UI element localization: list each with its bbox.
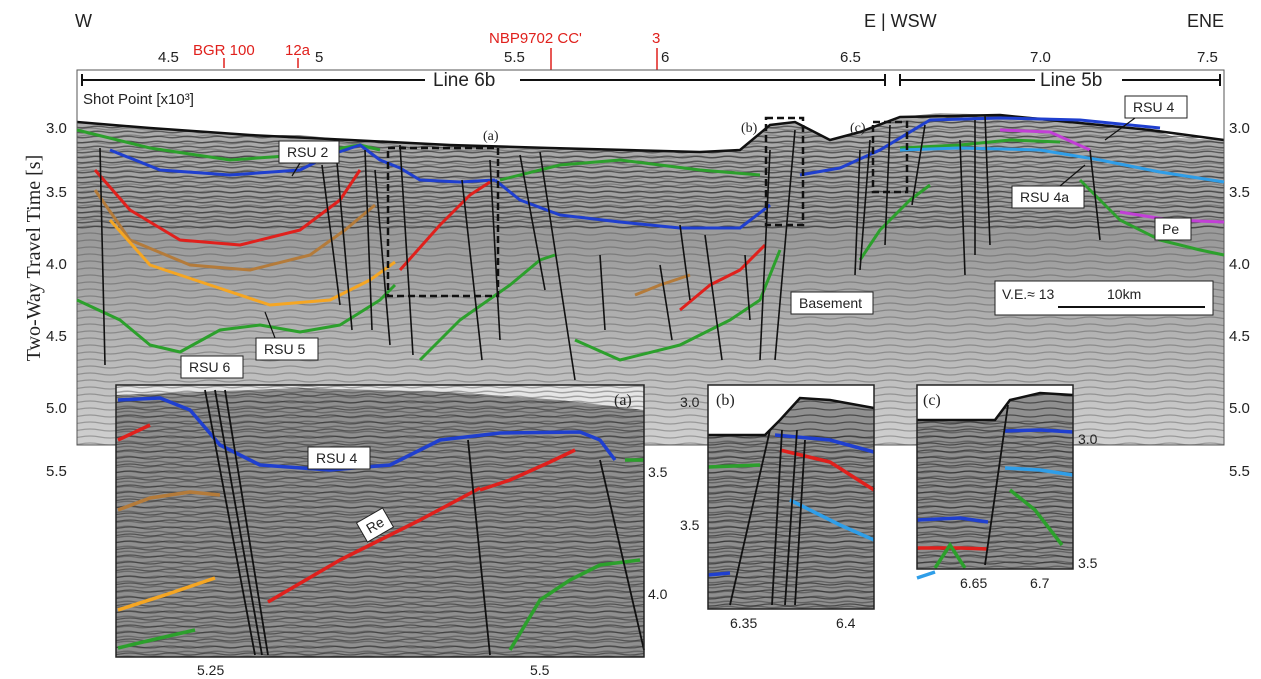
- inset-a-re: Re: [363, 514, 387, 537]
- svg-text:RSU 6: RSU 6: [189, 359, 230, 375]
- line6b-label: Line 6b: [433, 70, 495, 91]
- svg-text:5.0: 5.0: [46, 400, 67, 417]
- svg-text:3.0: 3.0: [46, 120, 67, 137]
- direction-e-wsw: E | WSW: [864, 11, 937, 31]
- label-rsu4a: RSU 4a: [1011, 164, 1086, 209]
- label-pe: Pe: [1154, 217, 1192, 241]
- label-rsu5: RSU 5: [255, 311, 319, 361]
- label-rsu4: RSU 4: [1104, 95, 1188, 141]
- inset-a-label: (a): [614, 392, 632, 409]
- svg-text:Pe: Pe: [1162, 221, 1179, 237]
- inset-b-ytick-3-5: 3.5: [680, 517, 700, 533]
- inset-box-a: [386, 146, 500, 298]
- horizon-green-right: [899, 138, 1061, 150]
- inset-b-xtick-6-35: 6.35: [730, 615, 757, 631]
- horizon-brown-right: [634, 273, 691, 297]
- sp-tick-5: 5: [315, 49, 323, 66]
- crossing-3: 3: [652, 30, 660, 47]
- inset-c-label: (c): [923, 392, 941, 409]
- label-rsu6: RSU 6: [180, 355, 244, 379]
- horizon-rsu2-blue: [109, 143, 496, 184]
- inset-a-rsu4: RSU 4: [316, 450, 357, 466]
- crossing-bgr100: BGR 100: [193, 42, 255, 59]
- box-label-a: (a): [483, 129, 499, 144]
- inset-a-ytick-3-5: 3.5: [648, 464, 668, 480]
- horizon-red-right: [679, 243, 767, 312]
- crossing-12a: 12a: [285, 42, 311, 59]
- seismic-section: [77, 70, 1224, 445]
- inset-box-b: [764, 116, 805, 227]
- horizon-rsu4-blue: [494, 178, 771, 230]
- faults: [99, 114, 1101, 381]
- svg-text:3.5: 3.5: [1229, 184, 1250, 201]
- label-rsu2: RSU 2: [278, 140, 340, 177]
- sp-tick-6-5: 6.5: [840, 49, 861, 66]
- svg-text:RSU 2: RSU 2: [287, 144, 328, 160]
- svg-text:5.5: 5.5: [46, 463, 67, 480]
- scale-box: V.E.≈ 13 10km: [994, 280, 1214, 316]
- sp-tick-7-5: 7.5: [1197, 49, 1218, 66]
- box-label-b: (b): [741, 121, 758, 136]
- inset-c-ytick-3-5: 3.5: [1078, 555, 1098, 571]
- svg-text:4.5: 4.5: [46, 328, 67, 345]
- inset-a-xtick-5-25: 5.25: [197, 662, 224, 678]
- y-ticks-right: 3.0 3.5 4.0 4.5 5.0 5.5: [1229, 120, 1250, 480]
- sp-tick-4-5: 4.5: [158, 49, 179, 66]
- crossing-nbp9702: NBP9702 CC': [489, 30, 582, 47]
- label-basement: Basement: [790, 291, 874, 315]
- horizon-green-deep: [418, 253, 556, 362]
- ve-label: V.E.≈ 13: [1002, 286, 1055, 302]
- horizon-rsu4a-magenta: [999, 128, 1091, 152]
- section-frame: [76, 69, 1225, 446]
- svg-text:4.0: 4.0: [1229, 256, 1250, 273]
- svg-text:5.0: 5.0: [1229, 400, 1250, 417]
- direction-ene: ENE: [1187, 11, 1224, 31]
- horizon-rsu6-green: [76, 283, 397, 354]
- inset-c-ytick-3-0: 3.0: [1078, 431, 1098, 447]
- svg-text:4.0: 4.0: [46, 256, 67, 273]
- scale-length: 10km: [1107, 286, 1141, 302]
- horizon-green-mid: [499, 158, 761, 182]
- svg-text:4.5: 4.5: [1229, 328, 1250, 345]
- horizon-basement-green: [858, 183, 931, 261]
- inset-c-xtick-6-7: 6.7: [1030, 575, 1050, 591]
- svg-text:RSU 5: RSU 5: [264, 341, 305, 357]
- sp-tick-7-0: 7.0: [1030, 49, 1051, 66]
- y-axis-label: Two-Way Travel Time [s]: [23, 155, 45, 361]
- inset-b: (b) 3.0 3.5 6.35 6.4: [680, 384, 875, 631]
- inset-b-xtick-6-4: 6.4: [836, 615, 856, 631]
- inset-c-xtick-6-65: 6.65: [960, 575, 987, 591]
- svg-text:5.5: 5.5: [1229, 463, 1250, 480]
- inset-b-label: (b): [716, 392, 735, 409]
- inset-a-ytick-4-0: 4.0: [648, 586, 668, 602]
- inset-c: (c) 3.0 3.5 6.65 6.7: [916, 384, 1098, 591]
- inset-box-c: [871, 120, 909, 194]
- svg-text:Basement: Basement: [799, 295, 862, 311]
- svg-text:RSU 4: RSU 4: [1133, 99, 1174, 115]
- svg-text:RSU 4a: RSU 4a: [1020, 189, 1069, 205]
- inset-a-xtick-5-5: 5.5: [530, 662, 550, 678]
- box-label-c: (c): [850, 121, 866, 136]
- horizon-brown-left: [93, 189, 376, 272]
- horizon-lightblue-right: [899, 146, 1225, 184]
- y-ticks-left: 3.0 3.5 4.0 4.5 5.0 5.5: [46, 120, 67, 480]
- sp-tick-6: 6: [661, 49, 669, 66]
- sp-tick-5-5: 5.5: [504, 49, 525, 66]
- line5b-label: Line 5b: [1040, 70, 1102, 91]
- inset-a: (a) RSU 4 Re 5.25 5.5 3.5 4.0: [115, 384, 668, 678]
- shot-point-label: Shot Point [x10³]: [83, 91, 194, 108]
- horizon-blue-right: [799, 116, 1161, 177]
- direction-w: W: [75, 11, 92, 31]
- svg-text:3.0: 3.0: [1229, 120, 1250, 137]
- inset-b-ytick-3-0: 3.0: [680, 394, 700, 410]
- horizon-re-red: [398, 180, 491, 271]
- svg-text:3.5: 3.5: [46, 184, 67, 201]
